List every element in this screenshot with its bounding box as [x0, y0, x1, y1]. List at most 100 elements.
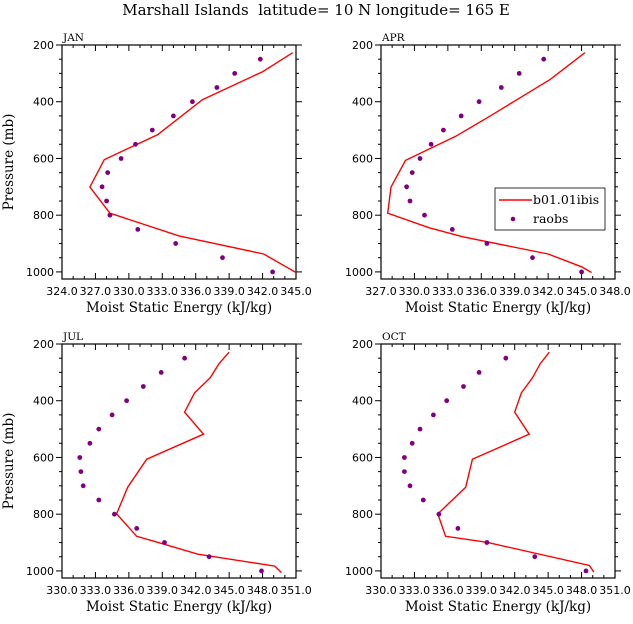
x-tick-label: 345.0	[532, 584, 564, 597]
y-axis-label: Pressure (mb)	[1, 413, 17, 510]
x-tick-label: 348.0	[247, 584, 279, 597]
panel-jan: JAN 324.0 327.0 330.0 333.0 336.0 339.0 342.0 34…	[1, 32, 312, 316]
y-tick-label: 200	[352, 39, 373, 52]
obs-point	[444, 398, 450, 404]
x-tick-label: 342.0	[247, 285, 279, 298]
obs-point	[87, 440, 93, 446]
obs-point	[476, 99, 482, 105]
x-axis-label: Moist Static Energy (kJ/kg)	[405, 300, 591, 316]
y-tick-label: 1000	[26, 565, 54, 578]
y-tick-label: 200	[33, 39, 54, 52]
y-tick-label: 400	[352, 96, 373, 109]
obs-point	[461, 384, 466, 389]
legend-label-model: b01.01ibis	[533, 192, 599, 207]
obs-point	[498, 85, 504, 90]
obs-point	[158, 370, 164, 375]
obs-point	[409, 170, 415, 176]
obs-point	[107, 212, 113, 218]
plot-frame	[380, 44, 616, 280]
obs-point	[257, 56, 263, 62]
obs-point	[583, 568, 589, 574]
y-tick-label: 200	[33, 338, 54, 351]
x-tick-label: 333.0	[80, 584, 112, 597]
obs-point	[404, 184, 409, 190]
x-tick-label: 339.0	[147, 584, 179, 597]
x-tick-label: 342.0	[532, 285, 564, 298]
y-tick-label: 800	[33, 209, 54, 222]
x-tick-label: 333.0	[399, 584, 431, 597]
obs-point	[80, 483, 86, 489]
y-tick-label: 800	[352, 508, 373, 521]
y-tick-label: 800	[352, 209, 373, 222]
y-tick-label: 400	[33, 96, 54, 109]
obs-point	[455, 526, 461, 531]
obs-point	[109, 412, 115, 418]
obs-point	[579, 269, 584, 275]
obs-point	[77, 455, 83, 460]
obs-point	[407, 198, 413, 204]
x-tick-label: 330.0	[365, 584, 397, 597]
y-axis-label: Pressure (mb)	[1, 114, 17, 211]
x-tick-label: 348.0	[599, 285, 631, 298]
obs-point	[422, 212, 427, 218]
x-tick-label: 351.0	[599, 584, 631, 597]
series-line-model	[115, 351, 282, 574]
x-axis-label: Moist Static Energy (kJ/kg)	[86, 300, 272, 316]
obs-point	[541, 56, 547, 62]
series-line-model	[386, 52, 592, 274]
obs-point	[431, 412, 436, 418]
x-tick-label: 324.0	[46, 285, 78, 298]
panel-apr: APR 327.0 330.0 333.0 336.0 339.0 342.0 345.0 34…	[345, 32, 631, 316]
obs-point	[458, 113, 464, 119]
plot-frame	[61, 44, 297, 280]
obs-point	[516, 71, 522, 76]
panel-label: OCT	[382, 331, 406, 343]
obs-point	[133, 141, 138, 147]
x-tick-label: 351.0	[280, 584, 312, 597]
x-tick-label: 339.0	[213, 285, 245, 298]
obs-point	[162, 540, 167, 545]
panel-label: JUL	[62, 331, 83, 343]
obs-point	[484, 540, 490, 545]
obs-point	[112, 511, 117, 517]
x-tick-label: 345.0	[566, 285, 598, 298]
obs-point	[173, 241, 179, 246]
x-tick-label: 339.0	[466, 584, 498, 597]
obs-point	[484, 241, 490, 246]
legend-label-obs: raobs	[533, 211, 568, 226]
x-tick-label: 327.0	[80, 285, 112, 298]
obs-point	[96, 497, 102, 503]
y-tick-label: 600	[33, 451, 54, 464]
y-tick-label: 400	[33, 395, 54, 408]
y-tick-label: 600	[352, 152, 373, 165]
obs-point	[402, 469, 407, 474]
panel-label: JAN	[62, 32, 84, 44]
panel-oct: OCT 330.0 333.0 336.0 339.0 342.0 345.0 348.0 35…	[345, 331, 631, 615]
obs-point	[232, 71, 238, 76]
obs-point	[441, 127, 446, 133]
panel-label: APR	[381, 32, 406, 44]
obs-point	[417, 156, 423, 161]
series-line-model	[436, 351, 595, 573]
x-tick-label: 333.0	[147, 285, 179, 298]
obs-point	[428, 141, 434, 147]
x-tick-label: 342.0	[180, 584, 212, 597]
obs-point	[134, 526, 140, 531]
x-tick-label: 327.0	[365, 285, 397, 298]
x-tick-label: 336.0	[113, 584, 145, 597]
y-tick-label: 1000	[26, 266, 54, 279]
series-line-model	[89, 52, 297, 274]
plot-frame	[380, 343, 616, 579]
y-tick-label: 800	[33, 508, 54, 521]
obs-point	[214, 85, 220, 90]
obs-point	[503, 355, 509, 361]
x-tick-label: 330.0	[399, 285, 431, 298]
obs-point	[104, 198, 109, 204]
x-tick-label: 333.0	[432, 285, 464, 298]
figure-title: Marshall Islands latitude= 10 N longitud…	[122, 1, 510, 19]
obs-point	[99, 184, 105, 190]
obs-point	[407, 483, 413, 489]
y-tick-label: 200	[352, 338, 373, 351]
x-tick-label: 342.0	[499, 584, 531, 597]
